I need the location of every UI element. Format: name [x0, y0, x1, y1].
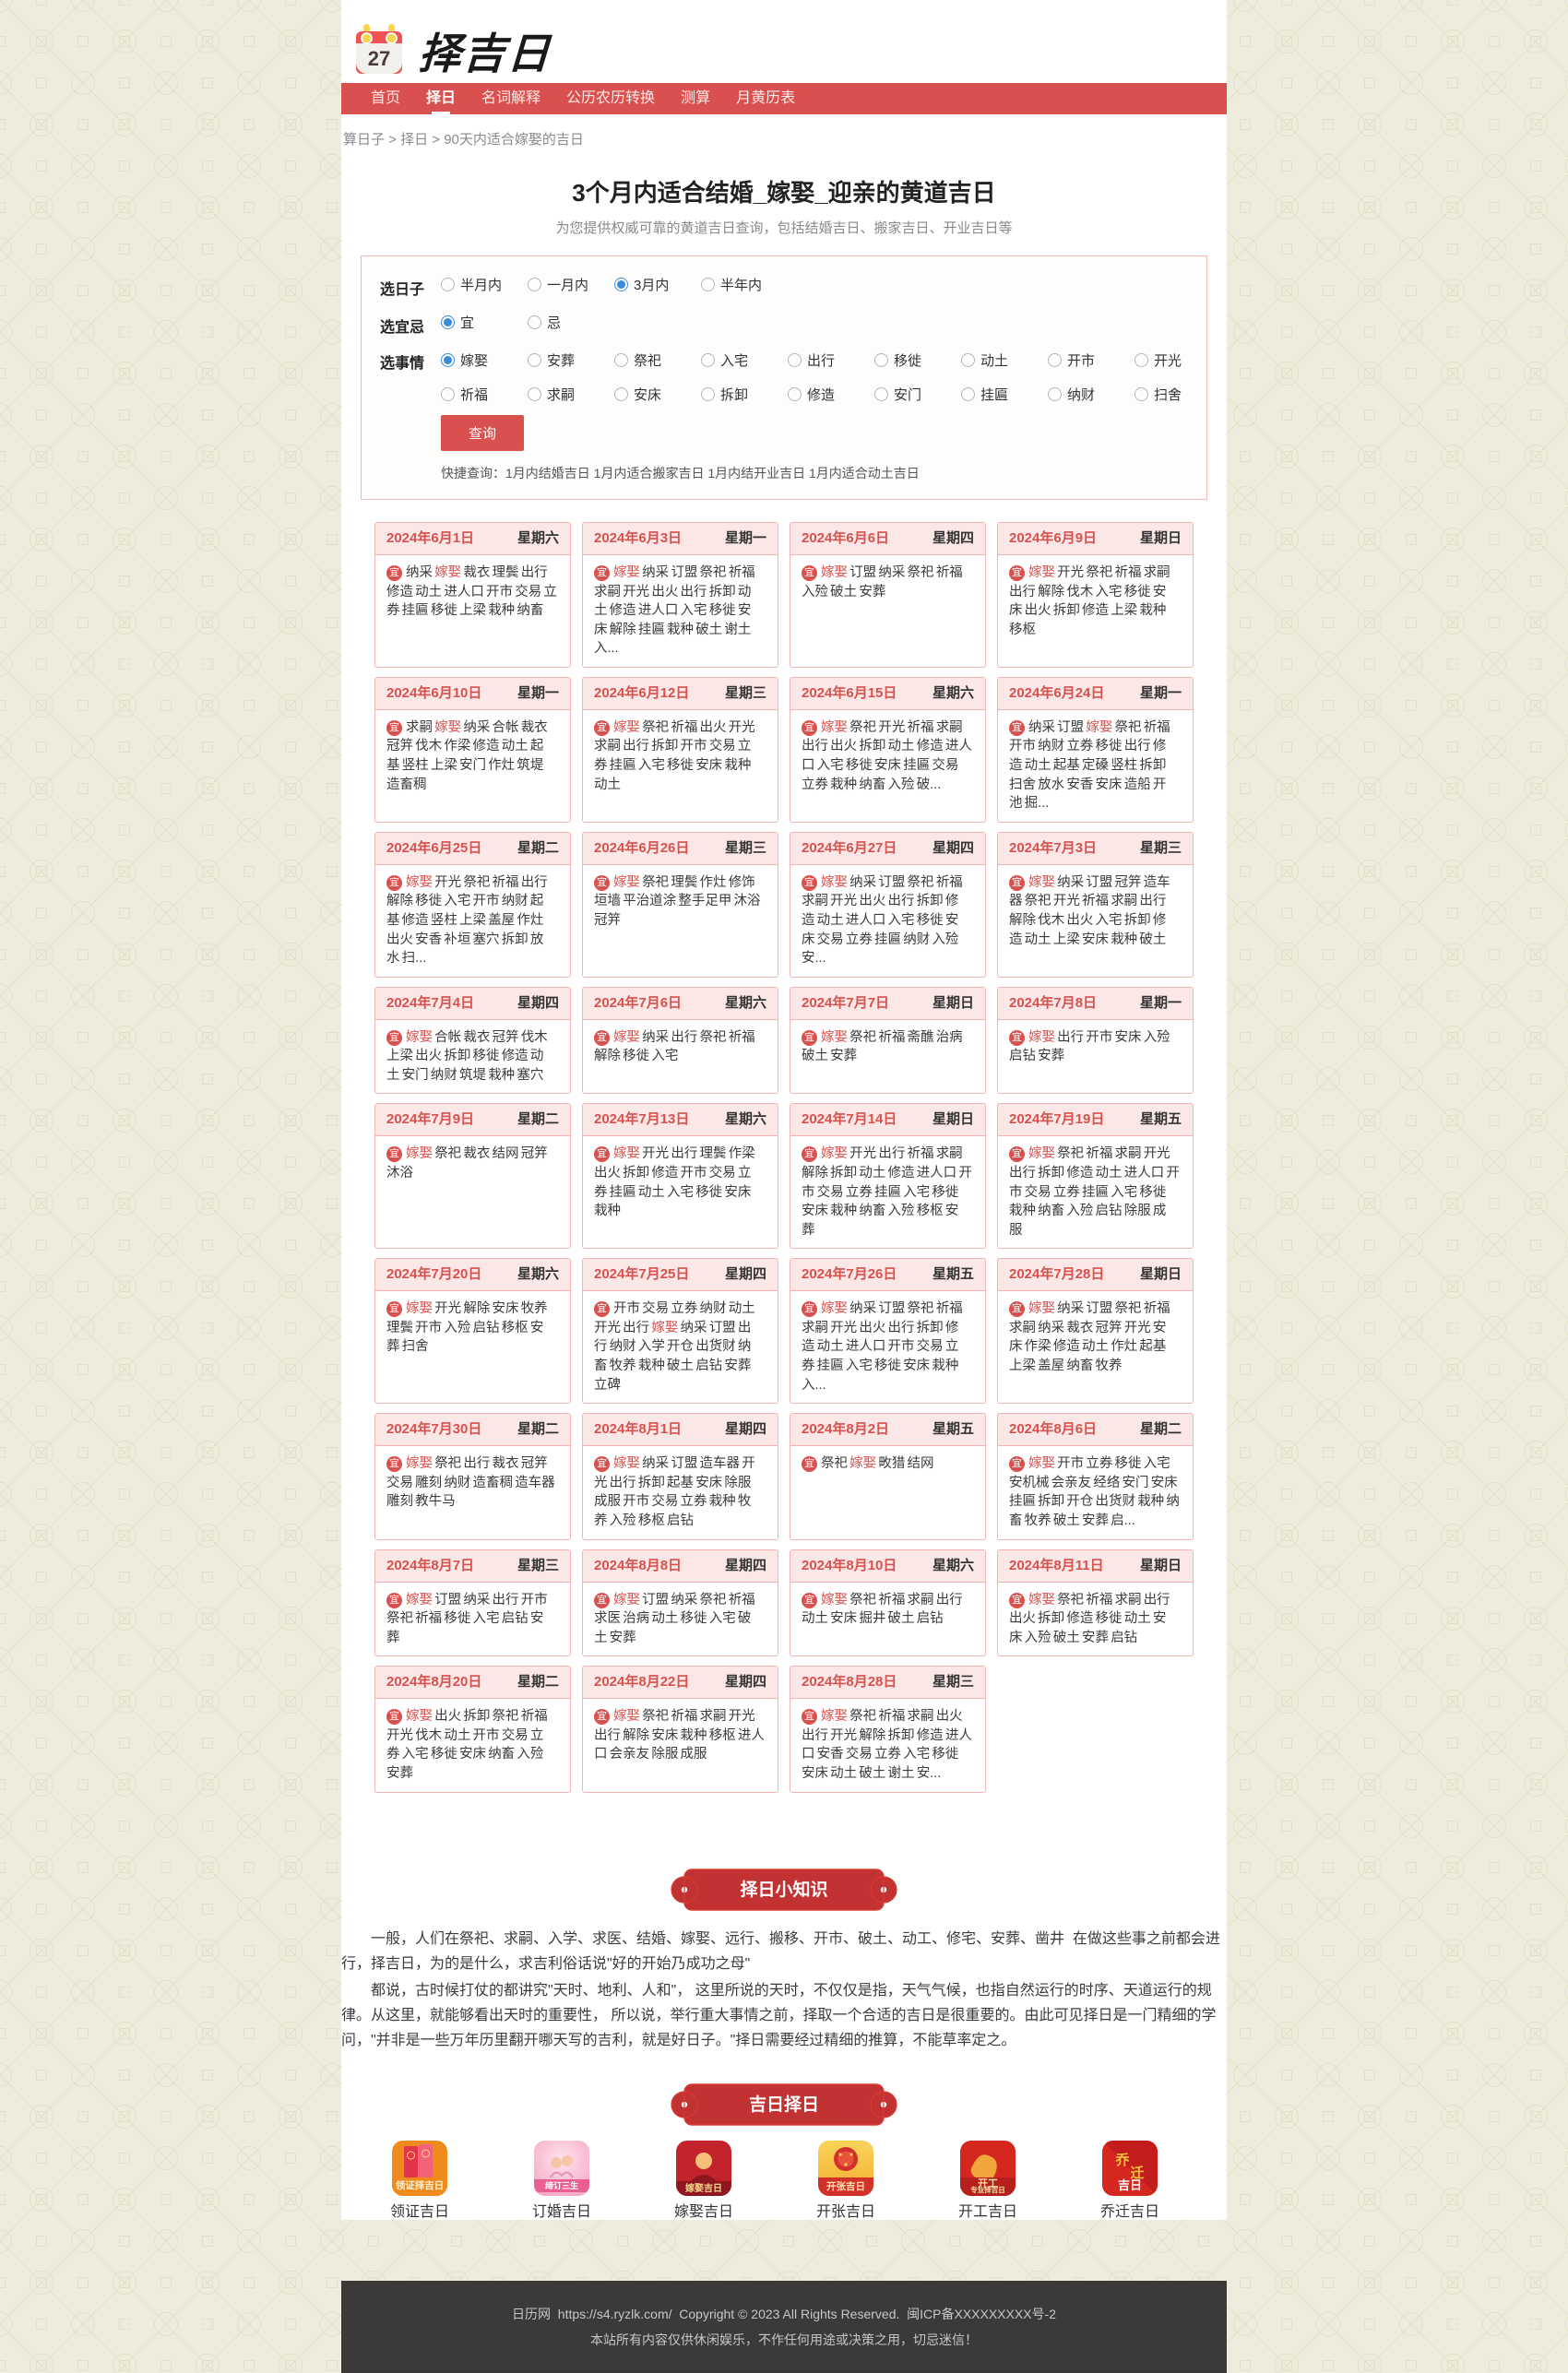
- svg-text:开张吉日: 开张吉日: [826, 2180, 865, 2192]
- svg-text:缔订三生: 缔订三生: [545, 2180, 578, 2190]
- svg-text:吉日: 吉日: [1118, 2178, 1142, 2192]
- svg-text:27: 27: [368, 47, 390, 70]
- svg-text:乔: 乔: [1114, 2152, 1130, 2168]
- svg-text:择日小知识: 择日小知识: [740, 1879, 827, 1900]
- svg-text:嫁娶吉日: 嫁娶吉日: [684, 2182, 722, 2194]
- svg-text:领证择吉日: 领证择吉日: [396, 2179, 445, 2191]
- svg-text:吉日择日: 吉日择日: [749, 2094, 819, 2115]
- svg-text:专业择吉日: 专业择吉日: [970, 2185, 1005, 2194]
